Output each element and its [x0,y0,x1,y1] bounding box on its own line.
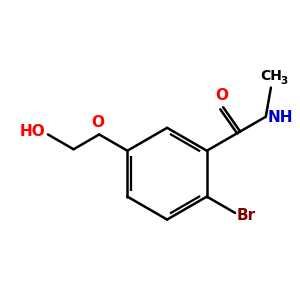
Text: HO: HO [19,124,45,139]
Text: 3: 3 [280,76,288,86]
Text: NH: NH [267,110,293,125]
Text: Br: Br [236,208,256,223]
Text: CH: CH [260,69,282,83]
Text: O: O [215,88,228,103]
Text: O: O [91,115,104,130]
